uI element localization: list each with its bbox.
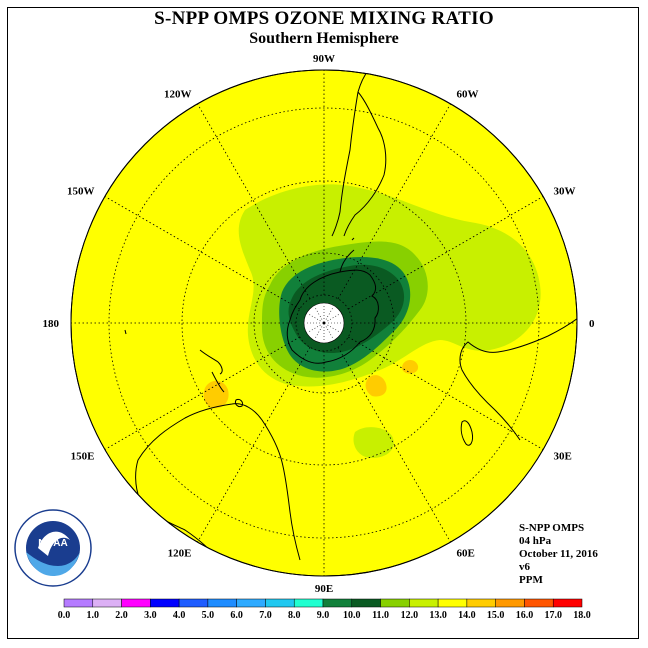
pressure-level-label: 04 hPa bbox=[519, 535, 552, 547]
meridian-line bbox=[104, 196, 300, 310]
version-label: v6 bbox=[519, 561, 530, 573]
longitude-label: 150E bbox=[71, 451, 95, 463]
contour-13-14-c bbox=[402, 360, 419, 374]
africa-coast bbox=[459, 317, 577, 441]
date-label: October 11, 2016 bbox=[519, 548, 598, 560]
meridian-line bbox=[348, 336, 544, 450]
contour-13-14-b bbox=[365, 375, 387, 397]
meridian-line bbox=[337, 347, 451, 543]
noaa-logo-text: NOAA bbox=[38, 538, 67, 549]
meridian-line bbox=[197, 103, 311, 299]
units-label: PPM bbox=[519, 574, 543, 586]
meridian-line bbox=[337, 103, 451, 299]
map-title: S-NPP OMPS OZONE MIXING RATIO bbox=[154, 8, 494, 29]
longitude-label: 0 bbox=[589, 318, 595, 330]
lat-50s bbox=[181, 180, 467, 466]
tasmania-coast bbox=[235, 399, 243, 407]
longitude-label: 120W bbox=[164, 89, 192, 101]
longitude-label: 180 bbox=[43, 318, 60, 330]
island-coast bbox=[124, 329, 127, 335]
meridian-line bbox=[348, 196, 544, 310]
antarctic-peninsula-coast bbox=[339, 249, 355, 273]
longitude-label: 30E bbox=[553, 451, 571, 463]
island-coast-2 bbox=[351, 237, 355, 241]
longitude-label: 120E bbox=[168, 547, 192, 559]
meridian-line bbox=[197, 347, 311, 543]
new-zealand-coast bbox=[199, 349, 225, 393]
contour-11-12-patch bbox=[353, 427, 394, 458]
longitude-label: 60E bbox=[457, 547, 475, 559]
longitude-label: 90E bbox=[315, 583, 333, 595]
contour-13-14-a bbox=[203, 380, 229, 409]
metadata-block: S-NPP OMPS 04 hPa October 11, 2016 v6 PP… bbox=[519, 522, 598, 587]
noaa-logo: NOAA bbox=[14, 509, 92, 587]
longitude-labels: 90W 60W 30W 0 30E 60E 90E 120E 150E 180 150W 120W bbox=[43, 53, 596, 595]
longitude-label: 90W bbox=[313, 53, 335, 65]
south-america-coast bbox=[331, 70, 387, 237]
antarctica-coast bbox=[286, 269, 379, 364]
lat-70s bbox=[253, 252, 395, 394]
longitude-label: 150W bbox=[67, 186, 95, 198]
meridians bbox=[71, 70, 577, 576]
plot-frame bbox=[7, 7, 639, 639]
meridian-line bbox=[104, 336, 300, 450]
lat-30s bbox=[108, 107, 540, 539]
longitude-label: 30W bbox=[553, 186, 575, 198]
instrument-label: S-NPP OMPS bbox=[519, 522, 585, 534]
hemisphere-outline bbox=[70, 69, 578, 577]
madagascar-coast bbox=[460, 420, 473, 446]
longitude-label: 60W bbox=[457, 89, 479, 101]
map-subtitle: Southern Hemisphere bbox=[249, 30, 399, 47]
south-pole-marker bbox=[322, 321, 326, 325]
